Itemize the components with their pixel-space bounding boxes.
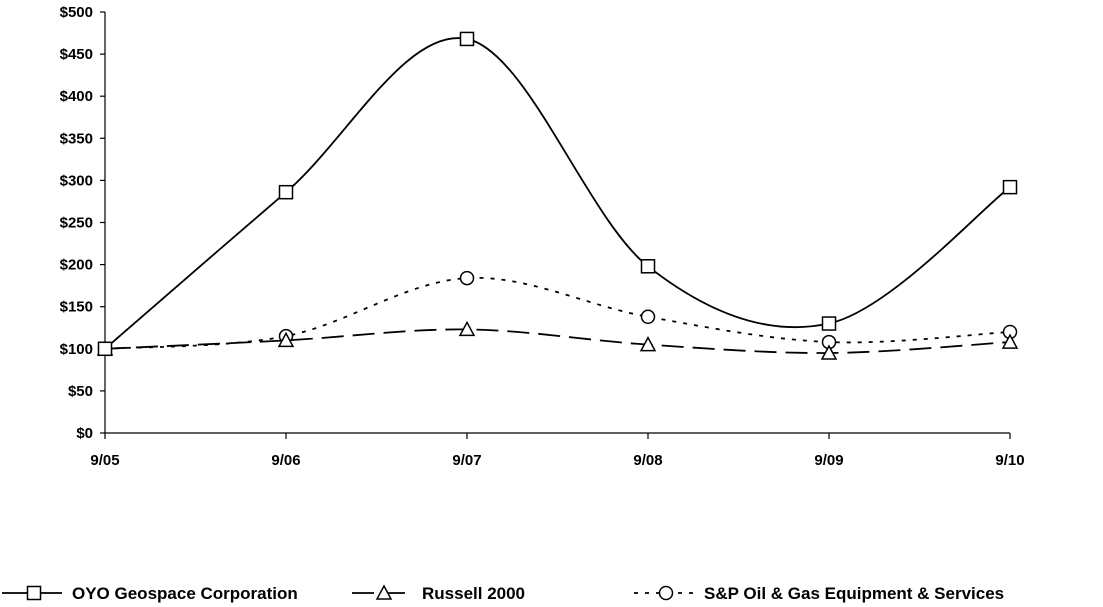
data-point-circle (640, 309, 656, 325)
data-point-square (278, 184, 294, 200)
y-axis: $0 $50 $100 $150 $200 $250 $300 $350 $400 $450 $50… (60, 4, 106, 442)
series-square (97, 31, 1018, 357)
data-point-triangle (820, 344, 838, 360)
series-triangle (96, 320, 1019, 360)
legend-label: OYO Geospace Corporation (72, 584, 298, 603)
y-tick-label: $450 (60, 46, 93, 63)
data-point-square (459, 31, 475, 47)
series-layer (96, 31, 1019, 360)
legend: OYO Geospace Corporation Russell 2000 S&P … (2, 584, 1004, 603)
data-point-square (1002, 179, 1018, 195)
x-tick-label: 9/06 (271, 452, 300, 469)
data-point-square (821, 316, 837, 331)
y-tick-label: $300 (60, 172, 93, 189)
y-tick-label: $150 (60, 299, 93, 316)
data-point-triangle (1001, 333, 1019, 349)
legend-item: Russell 2000 (352, 584, 525, 603)
data-point-square (97, 341, 113, 357)
legend-marker-circle (658, 585, 674, 601)
legend-label: S&P Oil & Gas Equipment & Services (704, 584, 1004, 603)
y-tick-label: $100 (60, 341, 93, 358)
x-tick-label: 9/09 (814, 452, 843, 469)
series-line (104, 37, 1011, 350)
series-line (104, 328, 1011, 354)
y-tick-label: $250 (60, 215, 93, 232)
legend-label: Russell 2000 (422, 584, 525, 603)
y-tick-label: $200 (60, 257, 93, 274)
x-tick-label: 9/10 (995, 452, 1024, 469)
series-line (104, 276, 1011, 350)
data-point-triangle (277, 331, 295, 348)
x-tick-label: 9/08 (633, 452, 662, 469)
y-tick-label: $0 (76, 425, 93, 442)
data-point-circle (459, 270, 475, 286)
legend-marker-triangle (375, 584, 393, 600)
y-tick-label: $400 (60, 88, 93, 105)
y-tick-label: $50 (68, 383, 93, 400)
y-tick-label: $500 (60, 4, 93, 21)
legend-marker-square (26, 585, 42, 601)
legend-item: OYO Geospace Corporation (2, 584, 298, 603)
data-point-square (640, 259, 656, 274)
x-tick-label: 9/07 (452, 452, 481, 469)
y-tick-label: $350 (60, 130, 93, 147)
data-point-triangle (639, 336, 657, 352)
x-tick-label: 9/05 (90, 452, 119, 469)
x-axis: 9/05 9/06 9/07 9/08 9/09 9/10 (90, 432, 1025, 469)
data-point-triangle (458, 320, 476, 337)
legend-item: S&P Oil & Gas Equipment & Services (634, 584, 1004, 603)
